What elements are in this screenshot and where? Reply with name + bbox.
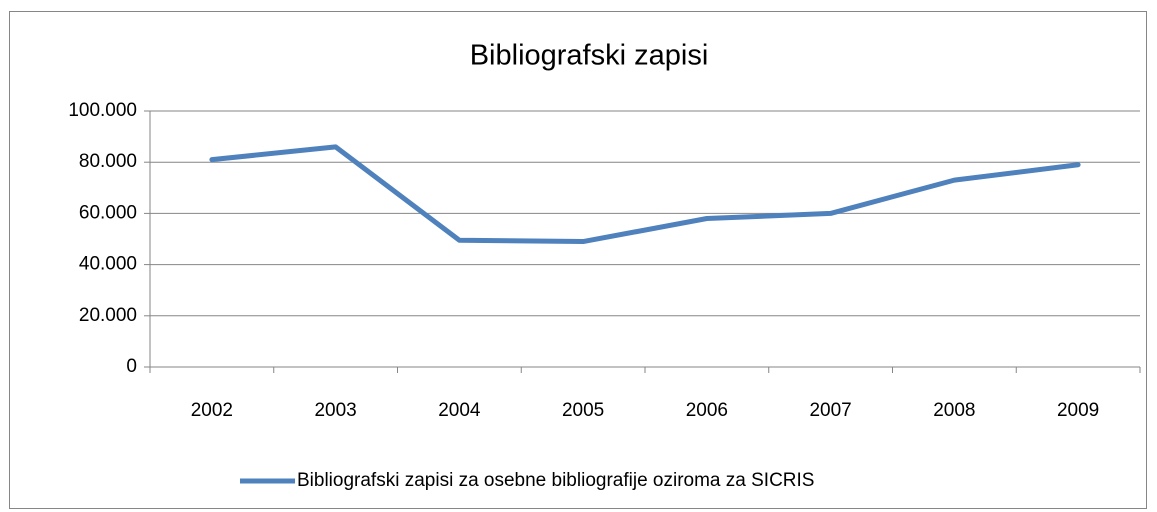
legend-label: Bibliografski zapisi za osebne bibliogra… (297, 470, 814, 491)
x-tick-label: 2009 (1057, 400, 1099, 421)
y-tick-label: 20.000 (79, 305, 137, 326)
x-tick-label: 2005 (562, 400, 604, 421)
x-tick-label: 2003 (314, 400, 356, 421)
y-tick-label: 0 (126, 356, 137, 377)
y-tick-label: 80.000 (79, 151, 137, 172)
x-tick-label: 2008 (933, 400, 975, 421)
y-tick-label: 100.000 (68, 100, 137, 121)
x-tick-label: 2006 (686, 400, 728, 421)
x-tick-label: 2004 (438, 400, 481, 421)
data-line (209, 144, 1081, 245)
chart-border (9, 11, 1147, 509)
chart-title: Bibliografski zapisi (470, 40, 709, 72)
y-tick-label: 40.000 (79, 254, 137, 275)
x-tick-label: 2002 (191, 400, 233, 421)
y-tick-label: 60.000 (79, 202, 137, 223)
x-tick-label: 2007 (809, 400, 851, 421)
